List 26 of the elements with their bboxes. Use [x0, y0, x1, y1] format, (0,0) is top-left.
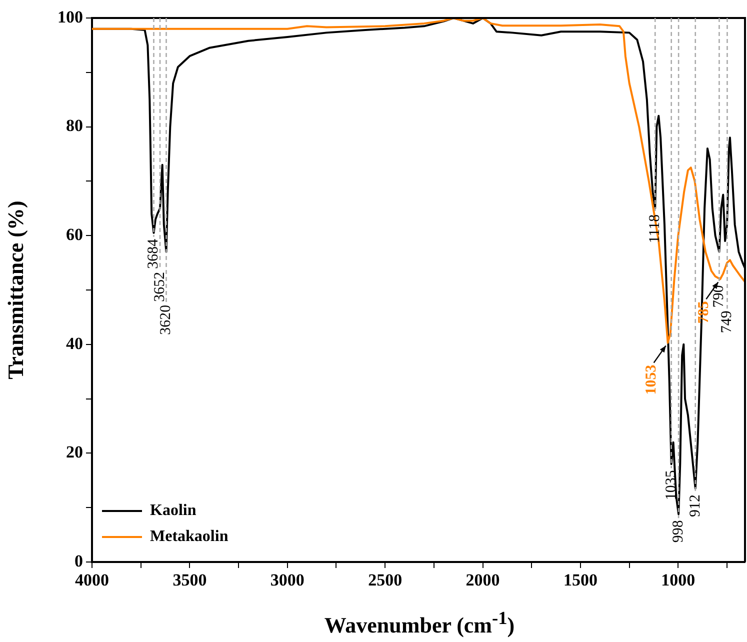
- ref-line-label: 749: [719, 310, 736, 334]
- legend-label: Kaolin: [150, 502, 196, 520]
- x-tick-label: 2500: [368, 570, 402, 590]
- ref-line-label: 998: [670, 520, 687, 543]
- y-tick-label: 100: [58, 7, 83, 26]
- x-tick-label: 1500: [563, 570, 598, 590]
- annotation: 1053: [644, 364, 660, 395]
- y-tick-label: 60: [66, 224, 83, 244]
- ref-line-label: 3620: [158, 304, 174, 335]
- legend-label: Metakaolin: [150, 528, 228, 546]
- ref-line-label: 1118: [647, 214, 664, 244]
- y-tick-label: 0: [74, 551, 83, 570]
- annotation: 785: [696, 301, 712, 324]
- x-tick-label: 3000: [270, 570, 304, 590]
- y-tick-label: 80: [66, 116, 83, 136]
- x-tick-label: 2000: [466, 570, 500, 590]
- x-tick-label: 3500: [172, 570, 207, 590]
- x-tick-label: 1000: [661, 570, 696, 590]
- y-tick-label: 40: [66, 334, 83, 353]
- y-tick-label: 20: [66, 442, 83, 462]
- y-axis-title: Transmittance (%): [3, 200, 29, 380]
- x-axis-title: Wavenumber (cm$^{-1}$): [324, 608, 515, 638]
- ref-line-label: 3684: [146, 238, 162, 269]
- x-tick-label: 4000: [75, 570, 109, 590]
- ref-line-label: 3652: [152, 272, 168, 302]
- ref-line-label: 912: [687, 494, 704, 518]
